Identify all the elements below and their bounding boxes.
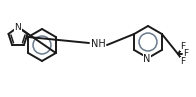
Text: F: F xyxy=(181,42,186,51)
Text: N: N xyxy=(143,54,151,64)
Text: N: N xyxy=(15,23,21,32)
Text: F: F xyxy=(181,57,186,66)
Text: F: F xyxy=(183,49,189,58)
Text: NH: NH xyxy=(91,39,105,49)
